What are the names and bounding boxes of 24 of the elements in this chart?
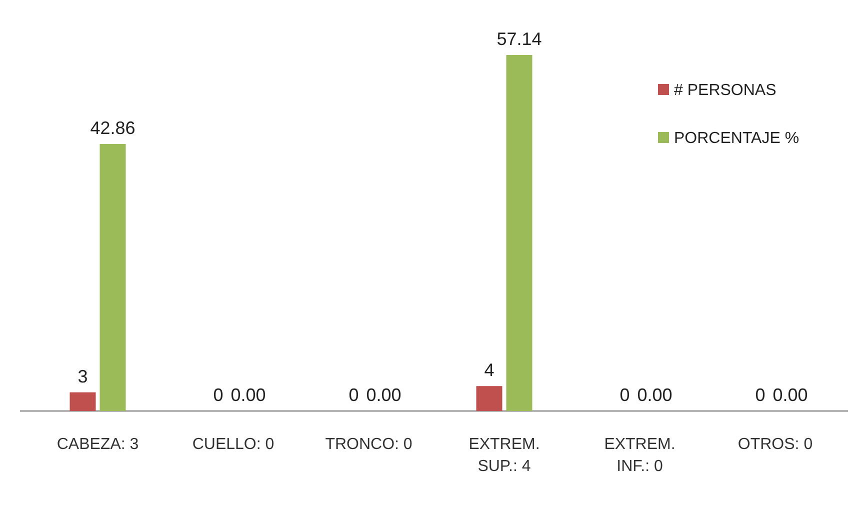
x-tick-label: EXTREM. INF.: 0 — [604, 436, 676, 475]
data-label: 0.00 — [366, 385, 402, 405]
data-label: 0.00 — [772, 385, 808, 405]
x-tick-label: CABEZA: 3 — [56, 436, 139, 453]
bar — [476, 386, 502, 411]
data-label: 4 — [484, 360, 494, 380]
data-label: 0.00 — [230, 385, 266, 405]
bar — [70, 392, 96, 411]
data-label: 0 — [620, 385, 630, 405]
data-label: 57.14 — [496, 29, 542, 49]
data-label: 0.00 — [637, 385, 672, 405]
data-label: 3 — [78, 366, 88, 386]
data-label: 0 — [348, 385, 359, 405]
x-tick-label: CUELLO: 0 — [192, 436, 274, 453]
data-label: 0 — [755, 385, 766, 405]
legend-label: PORCENTAJE % — [674, 130, 800, 147]
x-tick-label: TRONCO: 0 — [325, 436, 412, 453]
x-tick-label: EXTREM. SUP.: 4 — [468, 436, 540, 475]
bar — [506, 55, 532, 411]
data-label: 42.86 — [90, 118, 136, 138]
x-tick-label: OTROS: 0 — [738, 436, 813, 453]
legend-label: # PERSONAS — [674, 82, 776, 99]
bar — [100, 144, 126, 411]
data-label: 0 — [213, 385, 224, 405]
